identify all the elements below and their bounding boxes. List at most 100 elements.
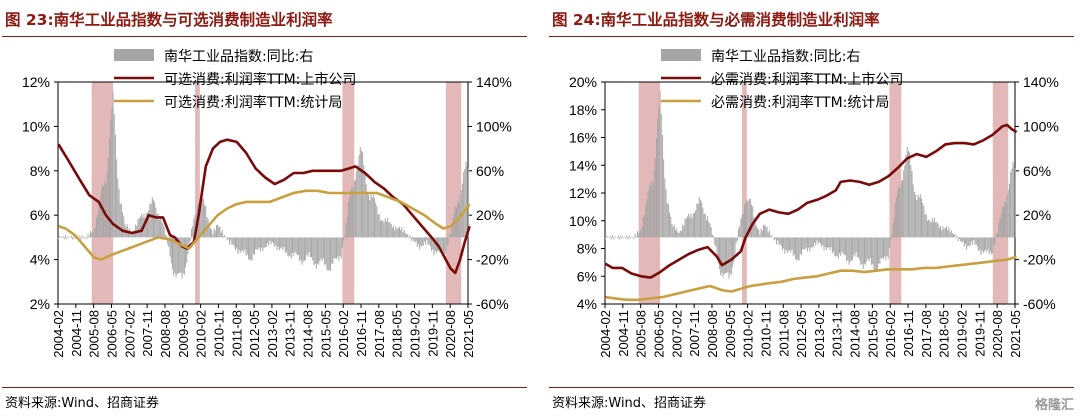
highlight-band <box>889 82 902 304</box>
y-left-tick-label: 14% <box>569 157 597 173</box>
y-right-tick-label: 20% <box>476 207 504 223</box>
y-right-tick-label: 100% <box>476 118 512 134</box>
chart-source: 资料来源:Wind、招商证券 <box>552 396 707 411</box>
chart-23-plot: 2% 4% 6% 8% 10% 12% -60% -20% 20% 60% 100% 140% 2004… <box>22 49 512 358</box>
x-tick-label: 2015-05 <box>865 310 880 358</box>
x-tick-label: 2016-02 <box>883 310 898 358</box>
y-right-tick-label: 100% <box>1023 118 1059 134</box>
x-tick-label: 2020-08 <box>990 310 1005 358</box>
legend-label: 必需消费:利润率TTM:上市公司 <box>711 71 903 88</box>
x-tick-label: 2019-02 <box>408 310 423 358</box>
chart-source: 资料来源:Wind、招商证券 <box>5 396 160 411</box>
source-rule <box>549 387 1074 388</box>
line-series-2 <box>58 189 471 261</box>
x-tick-label: 2006-05 <box>104 310 119 358</box>
x-tick-label: 2019-11 <box>425 310 440 357</box>
x-tick-label: 2009-05 <box>176 310 191 358</box>
y-left-tick-label: 12% <box>22 74 50 90</box>
highlight-band <box>195 82 200 304</box>
x-tick-label: 2011-08 <box>776 310 791 357</box>
y-right-tick-label: 140% <box>1023 74 1059 90</box>
x-tick-label: 2021-05 <box>461 310 476 358</box>
y-left-tick-label: 6% <box>577 268 597 284</box>
legend-label: 南华工业品指数:同比:右 <box>711 49 860 65</box>
x-tick-label: 2010-02 <box>194 310 209 358</box>
watermark-logo: 格隆汇 <box>1034 398 1074 413</box>
x-tick-label: 2005-08 <box>634 310 649 358</box>
x-tick-label: 2012-05 <box>794 310 809 358</box>
y-left-tick-label: 4% <box>577 296 597 312</box>
x-tick-label: 2008-08 <box>158 310 173 358</box>
x-tick-label: 2008-08 <box>705 310 720 358</box>
bar-series <box>57 91 469 279</box>
x-tick-label: 2019-11 <box>972 310 987 357</box>
x-tick-label: 2004-02 <box>598 310 613 358</box>
legend-label: 可选消费:利润率TTM:上市公司 <box>164 71 356 88</box>
x-tick-label: 2012-05 <box>247 310 262 358</box>
x-tick-label: 2013-11 <box>283 310 298 357</box>
x-tick-label: 2005-08 <box>87 310 102 358</box>
x-tick-label: 2018-05 <box>390 310 405 358</box>
y-right-tick-label: 20% <box>1023 207 1051 223</box>
y-right-tick-label: 60% <box>1023 163 1051 179</box>
x-tick-label: 2015-05 <box>318 310 333 358</box>
x-tick-label: 2014-08 <box>301 310 316 358</box>
chart-24-plot: 4% 6% 8% 10% 12% 14% 16% 18% 20% -60% -20% 20% 60% 10… <box>569 49 1059 358</box>
y-left-tick-label: 12% <box>569 185 597 201</box>
x-tick-label: 2013-11 <box>830 310 845 357</box>
x-tick-label: 2018-05 <box>937 310 952 358</box>
x-tick-label: 2010-02 <box>741 310 756 358</box>
y-right-tick-label: -60% <box>476 296 509 312</box>
legend-label: 必需消费:利润率TTM:统计局 <box>711 94 889 111</box>
y-left-tick-label: 6% <box>30 207 50 223</box>
chart-title: 图 23:南华工业品指数与可选消费制造业利润率 <box>5 11 333 29</box>
x-tick-label: 2020-08 <box>443 310 458 358</box>
x-tick-label: 2017-08 <box>372 310 387 358</box>
highlight-band <box>992 82 1009 304</box>
x-tick-label: 2017-08 <box>919 310 934 358</box>
y-left-tick-label: 4% <box>30 252 50 268</box>
chart-panel-23: 图 23:南华工业品指数与可选消费制造业利润率 2% 4% 6% 8% 10% 12% -6… <box>2 0 527 417</box>
source-rule <box>2 387 527 388</box>
y-left-tick-label: 8% <box>30 163 50 179</box>
x-tick-label: 2013-02 <box>265 310 280 358</box>
x-tick-label: 2014-08 <box>848 310 863 358</box>
x-tick-label: 2007-11 <box>140 310 155 357</box>
x-tick-label: 2019-02 <box>955 310 970 358</box>
chart-panel-24: 图 24:南华工业品指数与必需消费制造业利润率 4% 6% 8% 10% 12% 14% 1… <box>549 0 1074 417</box>
highlight-band <box>445 82 462 304</box>
x-tick-label: 2016-11 <box>901 310 916 357</box>
legend-swatch <box>114 49 154 61</box>
x-tick-label: 2004-02 <box>51 310 66 358</box>
title-rule <box>2 36 527 37</box>
legend-swatch <box>661 49 701 61</box>
y-left-tick-label: 2% <box>30 296 50 312</box>
y-left-tick-label: 20% <box>569 74 597 90</box>
x-tick-label: 2004-11 <box>616 310 631 357</box>
line-series-1 <box>57 138 471 275</box>
y-right-tick-label: -20% <box>476 252 509 268</box>
y-left-tick-label: 10% <box>22 118 50 134</box>
y-right-tick-label: -60% <box>1023 296 1056 312</box>
x-tick-label: 2004-11 <box>69 310 84 357</box>
legend-label: 南华工业品指数:同比:右 <box>164 49 313 65</box>
x-tick-label: 2021-05 <box>1008 310 1023 358</box>
y-right-tick-label: -20% <box>1023 252 1056 268</box>
y-left-tick-label: 18% <box>569 102 597 118</box>
y-left-tick-label: 16% <box>569 130 597 146</box>
y-left-tick-label: 8% <box>577 241 597 257</box>
highlight-band <box>742 82 747 304</box>
x-tick-label: 2011-08 <box>229 310 244 357</box>
x-tick-label: 2013-02 <box>812 310 827 358</box>
y-right-tick-label: 60% <box>476 163 504 179</box>
title-rule <box>549 36 1074 37</box>
y-left-tick-label: 10% <box>569 213 597 229</box>
x-tick-label: 2010-11 <box>211 310 226 357</box>
x-tick-label: 2010-11 <box>758 310 773 357</box>
x-tick-label: 2007-02 <box>122 310 137 358</box>
x-tick-label: 2007-11 <box>687 310 702 357</box>
x-tick-label: 2016-02 <box>336 310 351 358</box>
x-tick-label: 2009-05 <box>723 310 738 358</box>
x-tick-label: 2007-02 <box>669 310 684 358</box>
line-series-1 <box>604 123 1018 279</box>
